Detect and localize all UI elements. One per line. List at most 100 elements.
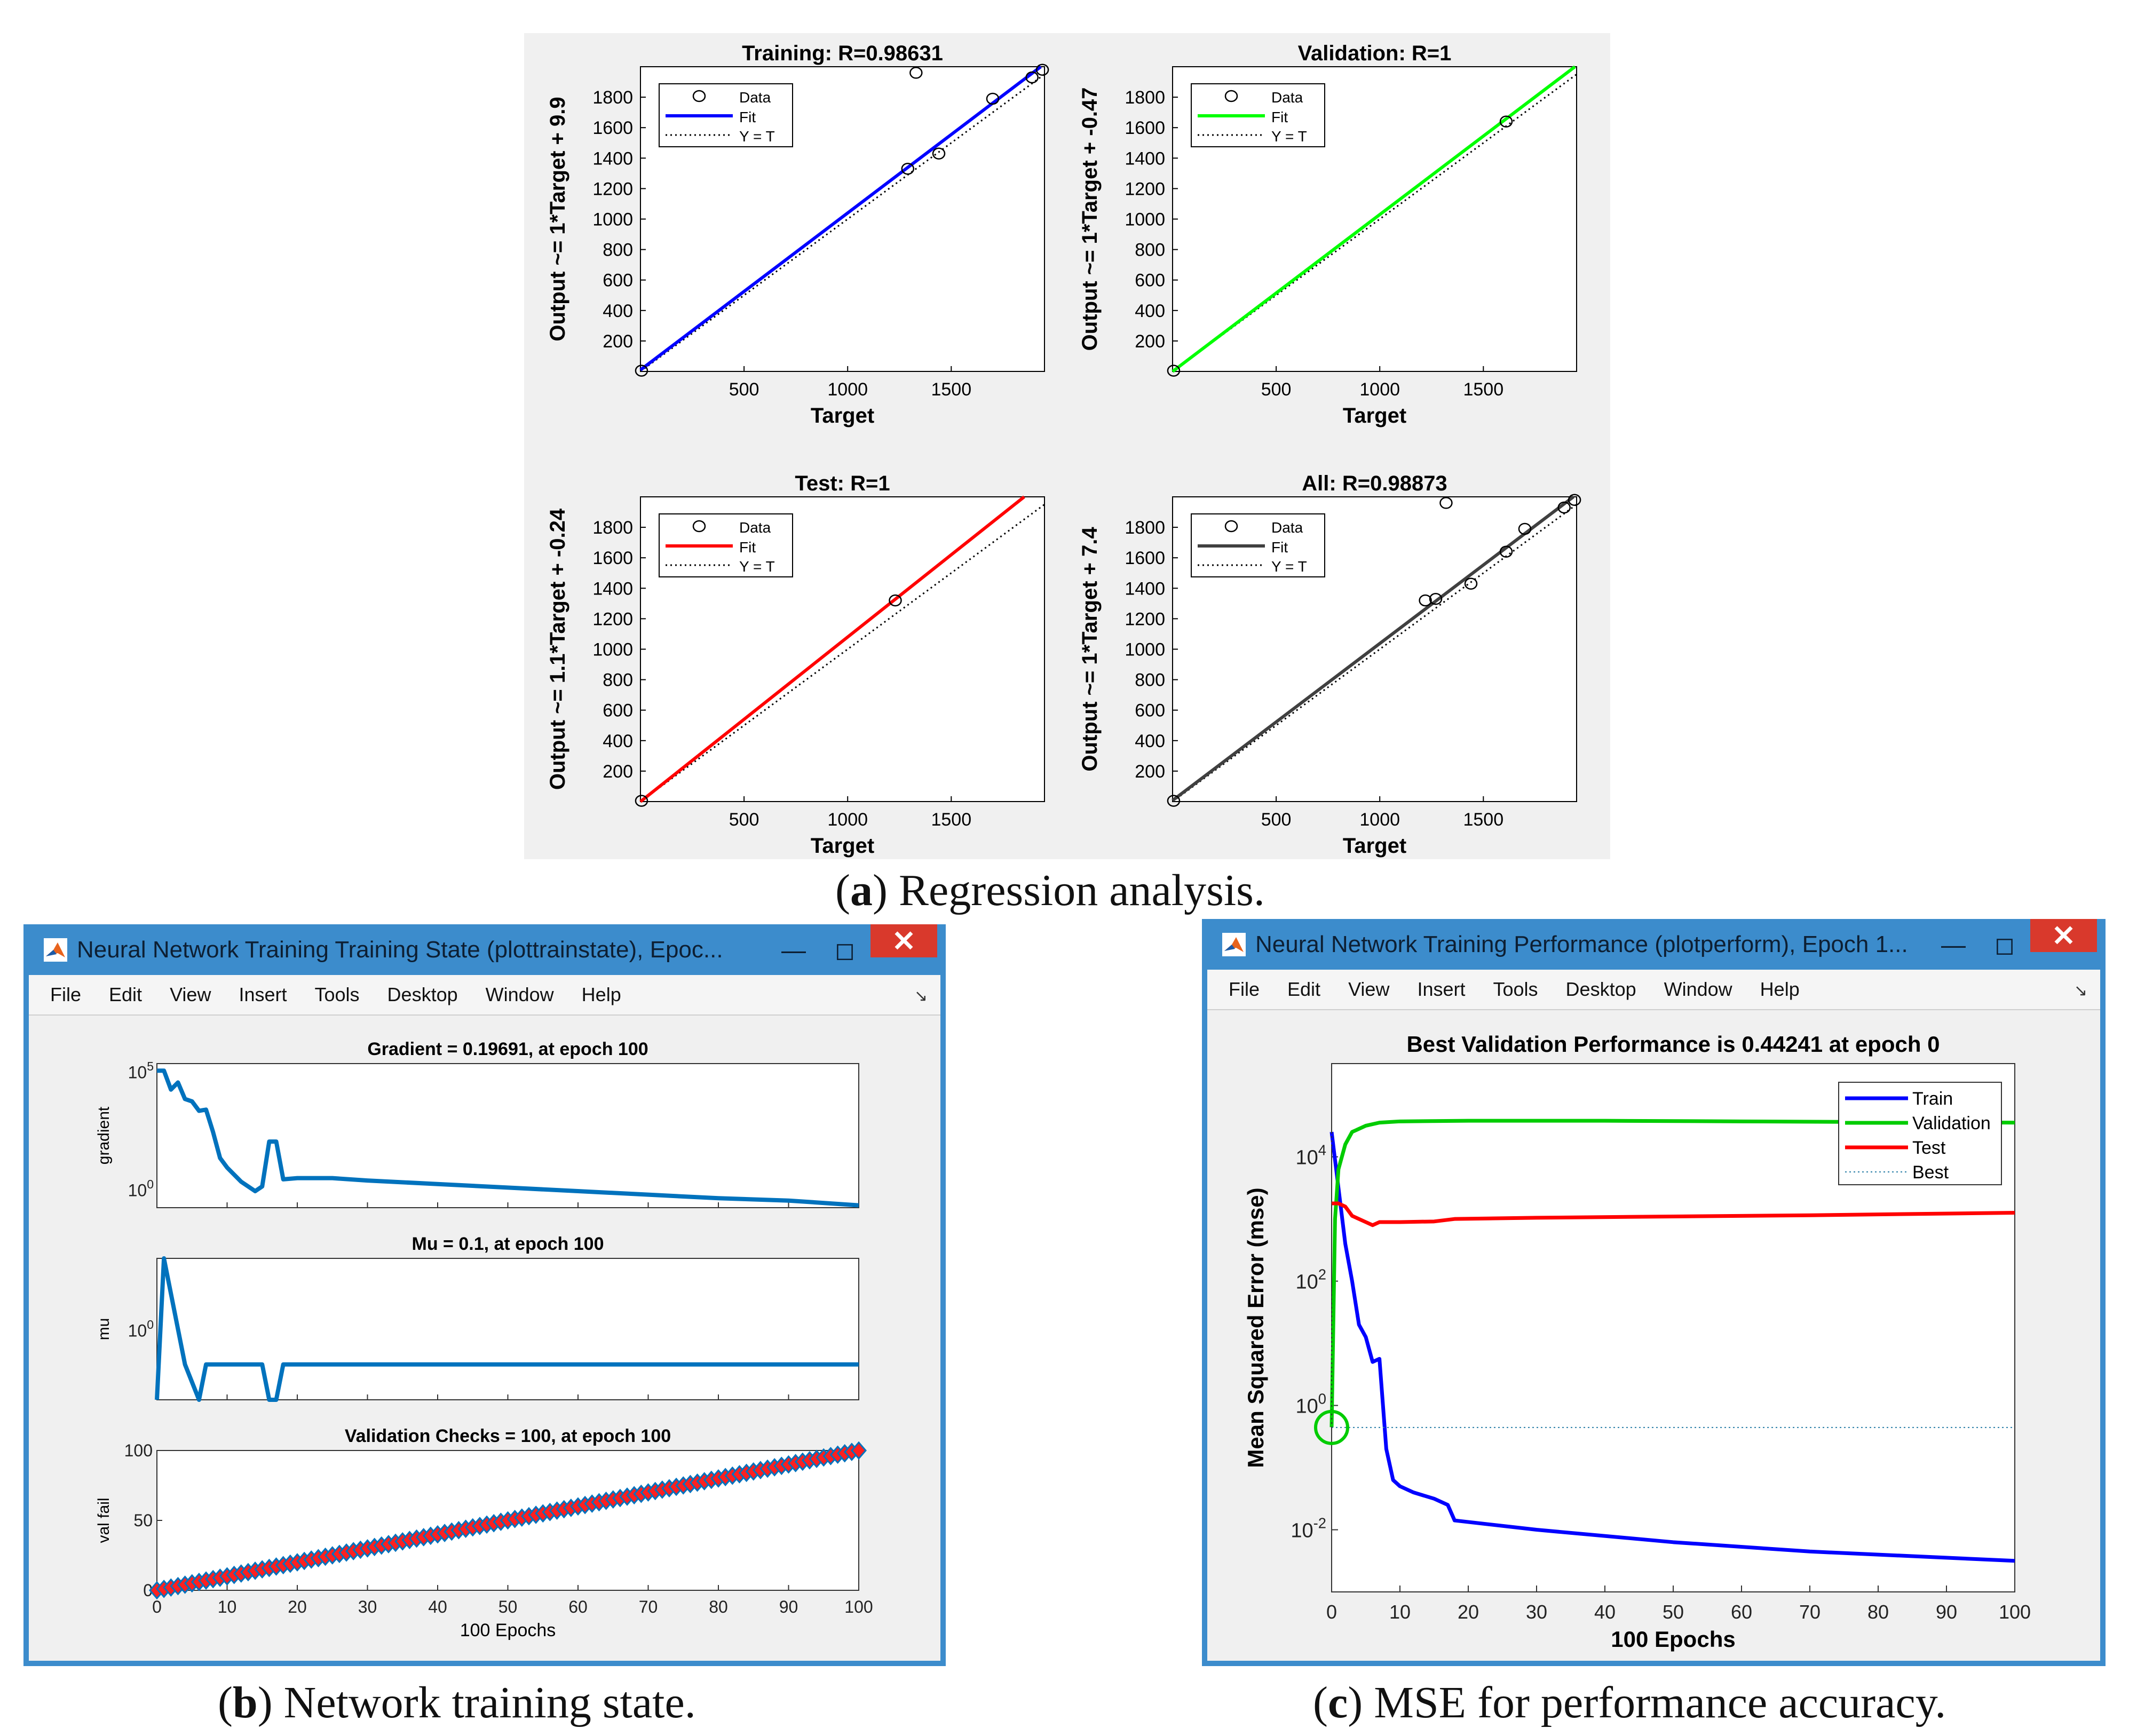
y-tick-label: 1800 (1125, 518, 1165, 538)
menu-window[interactable]: Window (1664, 978, 1732, 1000)
menu-bar: File Edit View Insert Tools Desktop Wind… (1207, 970, 2100, 1010)
y-tick-label: 1400 (1125, 578, 1165, 599)
x-tick-label: 100 (1999, 1601, 2031, 1623)
y-tick-label: 100 (124, 1441, 153, 1460)
caption-b-text: ) Network training state. (257, 1678, 696, 1727)
fit-line (1172, 495, 1574, 802)
y-tick-label: 105 (128, 1059, 154, 1082)
legend-data-label: Data (739, 89, 771, 106)
gradient-line (157, 1068, 859, 1208)
y-tick-label: 100 (128, 1177, 154, 1200)
menu-help[interactable]: Help (581, 984, 621, 1005)
menu-tools[interactable]: Tools (1493, 978, 1538, 1000)
x-tick-label: 40 (1594, 1601, 1616, 1623)
y-tick-label: 100 (1296, 1390, 1327, 1417)
x-axis-label: Target (1343, 834, 1406, 858)
identity-line (640, 504, 1045, 803)
maximize-icon[interactable]: ◻ (1994, 930, 2015, 958)
menu-insert[interactable]: Insert (239, 984, 287, 1005)
y-tick-label: 1200 (1125, 609, 1165, 629)
menu-tools[interactable]: Tools (314, 984, 360, 1005)
data-point (932, 147, 946, 160)
x-tick-label: 500 (729, 379, 759, 400)
y-tick-label: 1400 (592, 148, 633, 169)
maximize-icon[interactable]: ◻ (834, 936, 856, 964)
validation-checks-plot: Validation Checks = 100, at epoch 100 0 50… (95, 1426, 873, 1640)
menu-bar: File Edit View Insert Tools Desktop Wind… (29, 975, 940, 1016)
x-tick-label: 30 (1526, 1601, 1547, 1623)
x-tick-label: 80 (1867, 1601, 1889, 1623)
x-tick-label: 1000 (827, 379, 868, 400)
data-point (901, 163, 915, 175)
x-tick-label: 1000 (1359, 810, 1400, 830)
x-axis-label: 100 Epochs (460, 1620, 556, 1640)
title-bar[interactable]: Neural Network Training Performance (plo… (1207, 919, 2100, 970)
x-tick-label: 1500 (931, 810, 971, 830)
y-tick-label: 1000 (592, 210, 633, 230)
x-tick-label: 500 (1261, 379, 1292, 400)
data-point (635, 364, 648, 377)
x-tick-label: 30 (358, 1597, 377, 1616)
y-tick-label: 200 (1135, 762, 1165, 782)
title-bar[interactable]: Neural Network Training Training State (… (29, 924, 940, 975)
menu-edit[interactable]: Edit (1287, 978, 1321, 1000)
x-tick-label: 90 (1936, 1601, 1957, 1623)
legend-data-marker (1224, 520, 1238, 533)
caption-c-letter: c (1327, 1678, 1348, 1727)
window-title: Neural Network Training Performance (plo… (1255, 931, 1908, 957)
performance-plot: Best Validation Performance is 0.44241 a… (1243, 1032, 2031, 1652)
x-tick-label: 100 (844, 1597, 873, 1616)
menu-desktop[interactable]: Desktop (387, 984, 458, 1005)
plot-title: Test: R=1 (795, 472, 890, 495)
menu-view[interactable]: View (170, 984, 211, 1005)
legend-identity-label: Y = T (739, 128, 775, 145)
identity-line (1172, 504, 1577, 803)
close-icon[interactable]: ✕ (870, 924, 937, 957)
menu-help[interactable]: Help (1760, 978, 1800, 1000)
x-tick-label: 80 (709, 1597, 728, 1616)
close-icon[interactable]: ✕ (2030, 919, 2097, 952)
y-tick-label: 102 (1296, 1266, 1327, 1294)
y-tick-label: 10-2 (1291, 1515, 1326, 1542)
data-point (1025, 71, 1039, 84)
menu-desktop[interactable]: Desktop (1565, 978, 1636, 1000)
menu-window[interactable]: Window (485, 984, 554, 1005)
y-tick-label: 1600 (592, 548, 633, 568)
menu-file[interactable]: File (50, 984, 82, 1005)
minimize-icon[interactable]: — (781, 936, 806, 964)
identity-line (1172, 74, 1577, 372)
y-tick-label: 1200 (592, 179, 633, 199)
mu-plot: Mu = 0.1, at epoch 100 100 mu (95, 1234, 859, 1402)
fit-line (639, 495, 1025, 803)
minimize-icon[interactable]: — (1941, 930, 1966, 958)
legend-data-marker (692, 520, 706, 533)
menu-insert[interactable]: Insert (1417, 978, 1466, 1000)
menu-file[interactable]: File (1229, 978, 1260, 1000)
y-tick-label: 1000 (592, 640, 633, 660)
y-tick-label: 1000 (1125, 210, 1165, 230)
figure-area: Gradient = 0.19691, at epoch 100 105 100 gr… (29, 1016, 940, 1661)
data-point (1035, 64, 1049, 76)
x-tick-label: 20 (288, 1597, 307, 1616)
x-axis-label: Target (811, 404, 874, 427)
menu-view[interactable]: View (1348, 978, 1390, 1000)
y-tick-label: 600 (1135, 701, 1165, 721)
data-point (1167, 364, 1181, 377)
plot-axes-box (156, 1258, 859, 1400)
caption-a: (a) Regression analysis. (835, 866, 1265, 915)
x-tick-label: 90 (779, 1597, 798, 1616)
caption-b-letter: b (232, 1678, 258, 1727)
data-point (1419, 594, 1432, 607)
y-tick-label: 200 (603, 762, 633, 782)
data-point (1167, 795, 1181, 807)
y-tick-label: 800 (1135, 240, 1165, 260)
dock-arrow-icon[interactable]: ↘ (914, 987, 928, 1005)
plot-title: Validation Checks = 100, at epoch 100 (345, 1426, 671, 1446)
series-test-line (1332, 1201, 2015, 1227)
dock-arrow-icon[interactable]: ↘ (2073, 982, 2087, 1000)
gradient-plot: Gradient = 0.19691, at epoch 100 105 100 gr… (95, 1039, 859, 1208)
menu-edit[interactable]: Edit (109, 984, 143, 1005)
legend-fit-label: Fit (739, 109, 756, 125)
data-point (909, 67, 923, 79)
legend-identity-label: Y = T (1271, 558, 1307, 575)
